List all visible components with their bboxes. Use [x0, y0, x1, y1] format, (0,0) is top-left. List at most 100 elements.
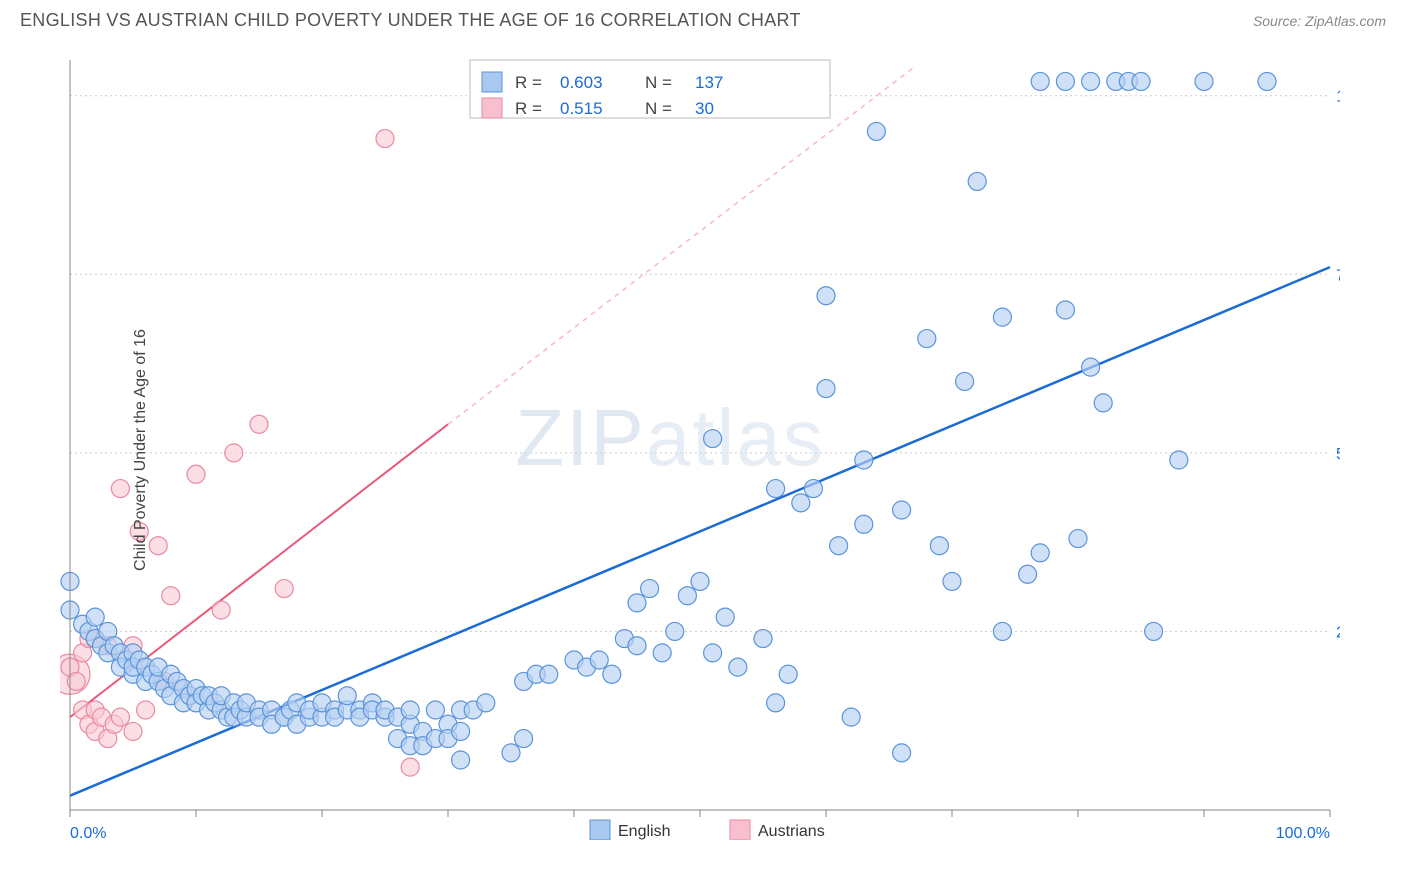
english-point	[1056, 301, 1074, 319]
bottom-legend-swatch	[590, 820, 610, 840]
english-point	[716, 608, 734, 626]
austrian-point	[137, 701, 155, 719]
bottom-legend-label: Austrians	[758, 823, 825, 840]
english-point	[930, 537, 948, 555]
austrian-point	[376, 130, 394, 148]
english-point	[767, 480, 785, 498]
english-point	[338, 687, 356, 705]
english-point	[666, 622, 684, 640]
legend-R-value: 0.603	[560, 73, 603, 92]
austrian-point	[124, 722, 142, 740]
austrian-point	[275, 580, 293, 598]
english-point	[628, 637, 646, 655]
english-point	[729, 658, 747, 676]
english-point	[792, 494, 810, 512]
legend-R-value: 0.515	[560, 99, 603, 118]
austrian-trend-extrapolated	[448, 67, 914, 424]
english-point	[515, 730, 533, 748]
english-point	[452, 751, 470, 769]
austrian-point	[111, 480, 129, 498]
english-point	[452, 722, 470, 740]
chart-area: Child Poverty Under the Age of 16 25.0% 5…	[60, 50, 1380, 850]
y-axis-label: Child Poverty Under the Age of 16	[132, 329, 150, 571]
english-point	[1069, 530, 1087, 548]
y-tick-label: 50.0%	[1336, 446, 1340, 463]
english-point	[993, 308, 1011, 326]
austrian-point	[187, 465, 205, 483]
english-point	[804, 480, 822, 498]
english-point	[477, 694, 495, 712]
english-point	[830, 537, 848, 555]
english-point	[1145, 622, 1163, 640]
english-point	[855, 515, 873, 533]
austrian-point	[111, 708, 129, 726]
english-point	[653, 644, 671, 662]
y-tick-label: 25.0%	[1336, 624, 1340, 641]
english-point	[956, 372, 974, 390]
legend-N-label: N =	[645, 73, 672, 92]
legend-swatch	[482, 98, 502, 118]
watermark: ZIPatlas	[515, 393, 824, 482]
scatter-plot: 25.0% 50.0% 75.0% 100.0% ZIPatlas 0.0% 100.0% R…	[60, 50, 1340, 840]
english-point	[842, 708, 860, 726]
english-point	[1019, 565, 1037, 583]
english-point	[1082, 72, 1100, 90]
english-point	[817, 287, 835, 305]
english-point	[968, 172, 986, 190]
austrian-point	[250, 415, 268, 433]
english-point	[1195, 72, 1213, 90]
english-point	[1056, 72, 1074, 90]
chart-title: ENGLISH VS AUSTRIAN CHILD POVERTY UNDER …	[20, 10, 801, 31]
austrian-point	[212, 601, 230, 619]
english-point	[1094, 394, 1112, 412]
bottom-legend-label: English	[618, 823, 670, 840]
english-point	[603, 665, 621, 683]
english-point	[767, 694, 785, 712]
english-point	[993, 622, 1011, 640]
english-point	[1170, 451, 1188, 469]
legend-R-label: R =	[515, 99, 542, 118]
english-point	[817, 380, 835, 398]
english-point	[704, 430, 722, 448]
english-point	[86, 608, 104, 626]
english-point	[691, 572, 709, 590]
y-tick-label: 100.0%	[1336, 89, 1340, 106]
english-point	[1031, 544, 1049, 562]
english-point	[540, 665, 558, 683]
legend-R-label: R =	[515, 73, 542, 92]
english-point	[754, 630, 772, 648]
austrian-point	[149, 537, 167, 555]
legend-N-value: 137	[695, 73, 723, 92]
legend-N-label: N =	[645, 99, 672, 118]
chart-source: Source: ZipAtlas.com	[1253, 13, 1386, 29]
english-point	[855, 451, 873, 469]
english-point	[1082, 358, 1100, 376]
chart-header: ENGLISH VS AUSTRIAN CHILD POVERTY UNDER …	[0, 0, 1406, 39]
y-tick-label: 75.0%	[1336, 267, 1340, 284]
legend-N-value: 30	[695, 99, 714, 118]
austrian-point	[162, 587, 180, 605]
english-point	[401, 701, 419, 719]
english-point	[1031, 72, 1049, 90]
english-point	[893, 501, 911, 519]
english-point	[943, 572, 961, 590]
english-point	[426, 701, 444, 719]
english-point	[641, 580, 659, 598]
legend-swatch	[482, 72, 502, 92]
english-point	[678, 587, 696, 605]
austrian-point	[401, 758, 419, 776]
x-right-label: 100.0%	[1276, 825, 1330, 840]
english-point	[867, 122, 885, 140]
english-point	[628, 594, 646, 612]
austrian-point	[225, 444, 243, 462]
bottom-legend-swatch	[730, 820, 750, 840]
english-point	[918, 330, 936, 348]
english-point	[1132, 72, 1150, 90]
english-point	[502, 744, 520, 762]
x-left-label: 0.0%	[70, 825, 106, 840]
english-point	[779, 665, 797, 683]
english-point	[893, 744, 911, 762]
english-point	[704, 644, 722, 662]
english-point	[590, 651, 608, 669]
english-point	[1258, 72, 1276, 90]
